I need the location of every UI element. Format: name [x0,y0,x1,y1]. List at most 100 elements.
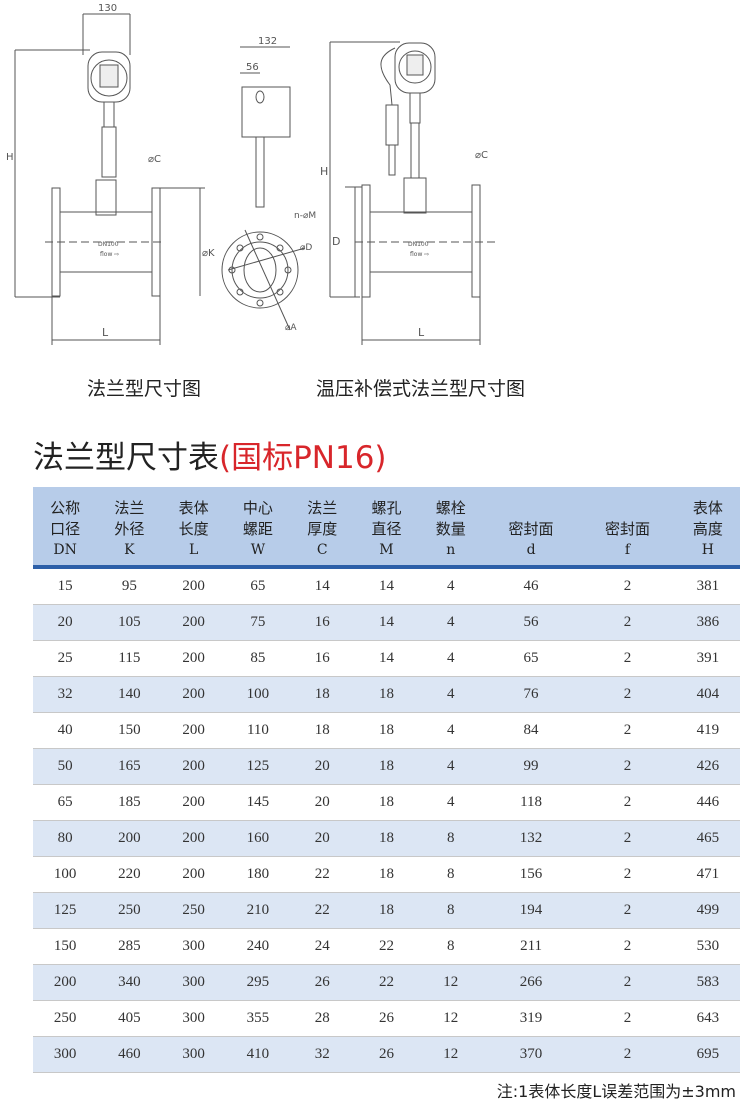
table-cell: 65 [33,784,98,821]
table-cell: 340 [97,964,162,1001]
svg-text:flow ⇨: flow ⇨ [100,251,119,258]
table-cell: 2 [579,964,676,1001]
table-cell: 530 [675,928,740,965]
table-cell: 4 [418,567,483,605]
table-cell: 695 [675,1036,740,1073]
table-cell: 200 [161,640,226,677]
table-cell: 2 [579,640,676,677]
table-cell: 22 [354,928,419,965]
table-cell: 200 [161,604,226,641]
svg-text:D: D [332,235,340,248]
table-cell: 200 [161,856,226,893]
table-cell: 643 [675,1000,740,1037]
table-cell: 391 [675,640,740,677]
table-cell: 26 [290,964,355,1001]
svg-text:DN100: DN100 [98,241,119,248]
table-cell: 300 [161,1000,226,1037]
table-row: 15 95 200 65 14 14 4 46 2 381 [33,567,740,605]
table-cell: 240 [225,928,291,965]
table-cell: 118 [482,784,580,821]
header-symbol: C [316,542,328,558]
svg-text:56: 56 [246,62,259,73]
table-cell: 2 [579,1000,676,1037]
table-cell: 99 [482,748,580,785]
table-row: 32 140 200 100 18 18 4 76 2 404 [33,676,740,713]
header-label: 螺距 [242,520,273,538]
table-cell: 250 [97,892,162,929]
table-cell: 100 [33,856,98,893]
table-cell: 132 [482,820,580,857]
table-cell: 194 [482,892,580,929]
column-header: 表体 长度 L [161,487,226,569]
table-cell: 65 [482,640,580,677]
table-cell: 18 [290,712,355,749]
table-cell: 25 [33,640,98,677]
table-row: 250 405 300 355 28 26 12 319 2 643 [33,1000,740,1037]
dimension-table: 公称 口径 DN 法兰 外径 K 表体 长度 L 中心 螺距 W 法兰 厚度 C 螺孔 直径 M 螺栓 数量 n 密封面… [33,487,740,1073]
table-cell: 285 [97,928,162,965]
compensated-type-drawing: H DN100 flow ⇨ D ⌀C L [320,41,495,345]
table-cell: 2 [579,712,676,749]
header-label: 数量 [435,520,466,538]
table-cell: 125 [33,892,98,929]
table-cell: 200 [161,784,226,821]
header-label: 表体 [178,499,209,517]
table-cell: 24 [290,928,355,965]
header-label: 外径 [114,520,145,538]
table-title-main: 法兰型尺寸表 [33,440,219,476]
column-header: 法兰 厚度 C [290,487,355,569]
table-cell: 2 [579,1036,676,1073]
table-cell: 300 [161,964,226,1001]
header-symbol: DN [53,542,77,558]
table-cell: 18 [354,784,419,821]
table-cell: 16 [290,640,355,677]
table-cell: 22 [354,964,419,1001]
table-cell: 18 [354,820,419,857]
svg-text:⌀C: ⌀C [148,154,161,165]
table-cell: 200 [97,820,162,857]
column-header: 表体 高度 H [675,487,740,569]
header-label: 螺孔 [371,499,402,517]
table-cell: 211 [482,928,580,965]
table-cell: 220 [97,856,162,893]
table-cell: 140 [97,676,162,713]
table-cell: 14 [354,604,419,641]
table-cell: 4 [418,676,483,713]
table-cell: 386 [675,604,740,641]
dimension-drawings: 130 H DN100 flow ⇨ ⌀K ⌀C L 132 56 n-⌀M ⌀… [6,3,495,345]
table-cell: 300 [161,1036,226,1073]
table-cell: 20 [290,784,355,821]
svg-text:⌀D: ⌀D [300,243,312,253]
table-cell: 16 [290,604,355,641]
header-symbol: d [526,542,536,558]
table-cell: 250 [33,1000,98,1037]
table-row: 50 165 200 125 20 18 4 99 2 426 [33,748,740,785]
svg-text:L: L [418,326,425,339]
table-cell: 115 [97,640,162,677]
table-cell: 583 [675,964,740,1001]
table-cell: 8 [418,892,483,929]
table-cell: 2 [579,784,676,821]
header-symbol: K [124,542,135,558]
header-label: 公称 [50,499,81,517]
dim-l: L [102,326,109,339]
table-cell: 18 [354,856,419,893]
table-cell: 110 [225,712,291,749]
header-label: 中心 [242,499,273,517]
caption-flange-drawing: 法兰型尺寸图 [87,378,202,400]
table-cell: 165 [97,748,162,785]
caption-compensated-drawing: 温压补偿式法兰型尺寸图 [316,378,526,400]
table-cell: 18 [354,676,419,713]
header-label: 口径 [50,520,81,538]
table-cell: 4 [418,640,483,677]
table-cell: 75 [225,604,291,641]
table-cell: 185 [97,784,162,821]
table-cell: 20 [33,604,98,641]
column-header: 密封面 f [579,487,676,569]
svg-text:⌀K: ⌀K [202,248,215,259]
table-cell: 26 [354,1000,419,1037]
table-cell: 8 [418,928,483,965]
table-cell: 370 [482,1036,580,1073]
table-row: 80 200 200 160 20 18 8 132 2 465 [33,820,740,857]
